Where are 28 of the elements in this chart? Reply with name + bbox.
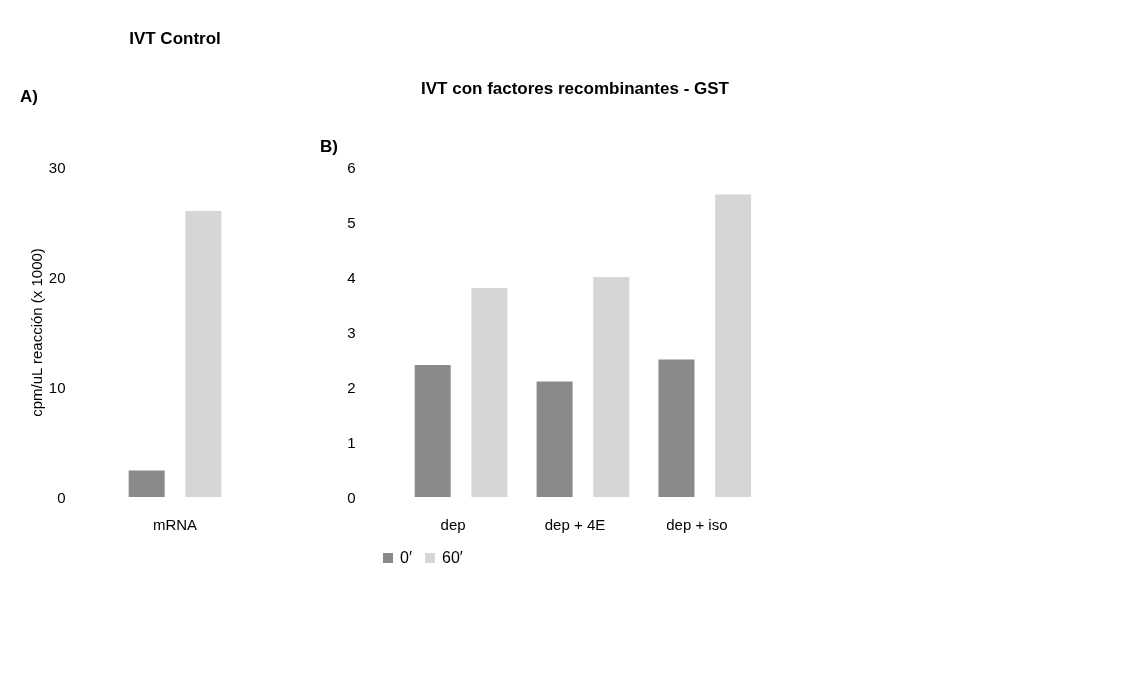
y-tick-label: 2 <box>347 378 356 396</box>
y-tick-label: 20 <box>48 268 66 286</box>
legend-label: 60′ <box>442 549 463 566</box>
y-tick-label: 6 <box>347 158 356 176</box>
y-tick-label: 5 <box>347 213 356 231</box>
bar <box>715 194 752 497</box>
text: A) <box>20 87 38 106</box>
y-tick-label: 10 <box>48 378 66 396</box>
chart-title: IVT Control <box>129 29 221 48</box>
y-tick-label: 30 <box>48 158 66 176</box>
bar <box>593 277 630 497</box>
y-tick-label: 0 <box>347 488 356 506</box>
y-tick-label: 1 <box>347 433 356 451</box>
y-axis-title: cpm/uL reacción (x 1000) <box>27 248 45 417</box>
bar <box>414 365 451 497</box>
x-tick-label: mRNA <box>152 515 198 533</box>
bar <box>536 381 573 497</box>
chart-title: IVT con factores recombinantes - GST <box>421 79 730 98</box>
x-tick-label: dep + 4E <box>544 515 606 533</box>
y-tick-label: 3 <box>347 323 356 341</box>
bar <box>658 359 695 497</box>
x-tick-label: dep + iso <box>666 515 728 533</box>
y-tick-label: 4 <box>347 268 356 286</box>
x-tick-label: dep <box>440 515 466 533</box>
y-tick-label: 0 <box>57 488 66 506</box>
bar <box>471 288 508 497</box>
text: B) <box>320 137 338 156</box>
legend-label: 0′ <box>400 549 412 566</box>
